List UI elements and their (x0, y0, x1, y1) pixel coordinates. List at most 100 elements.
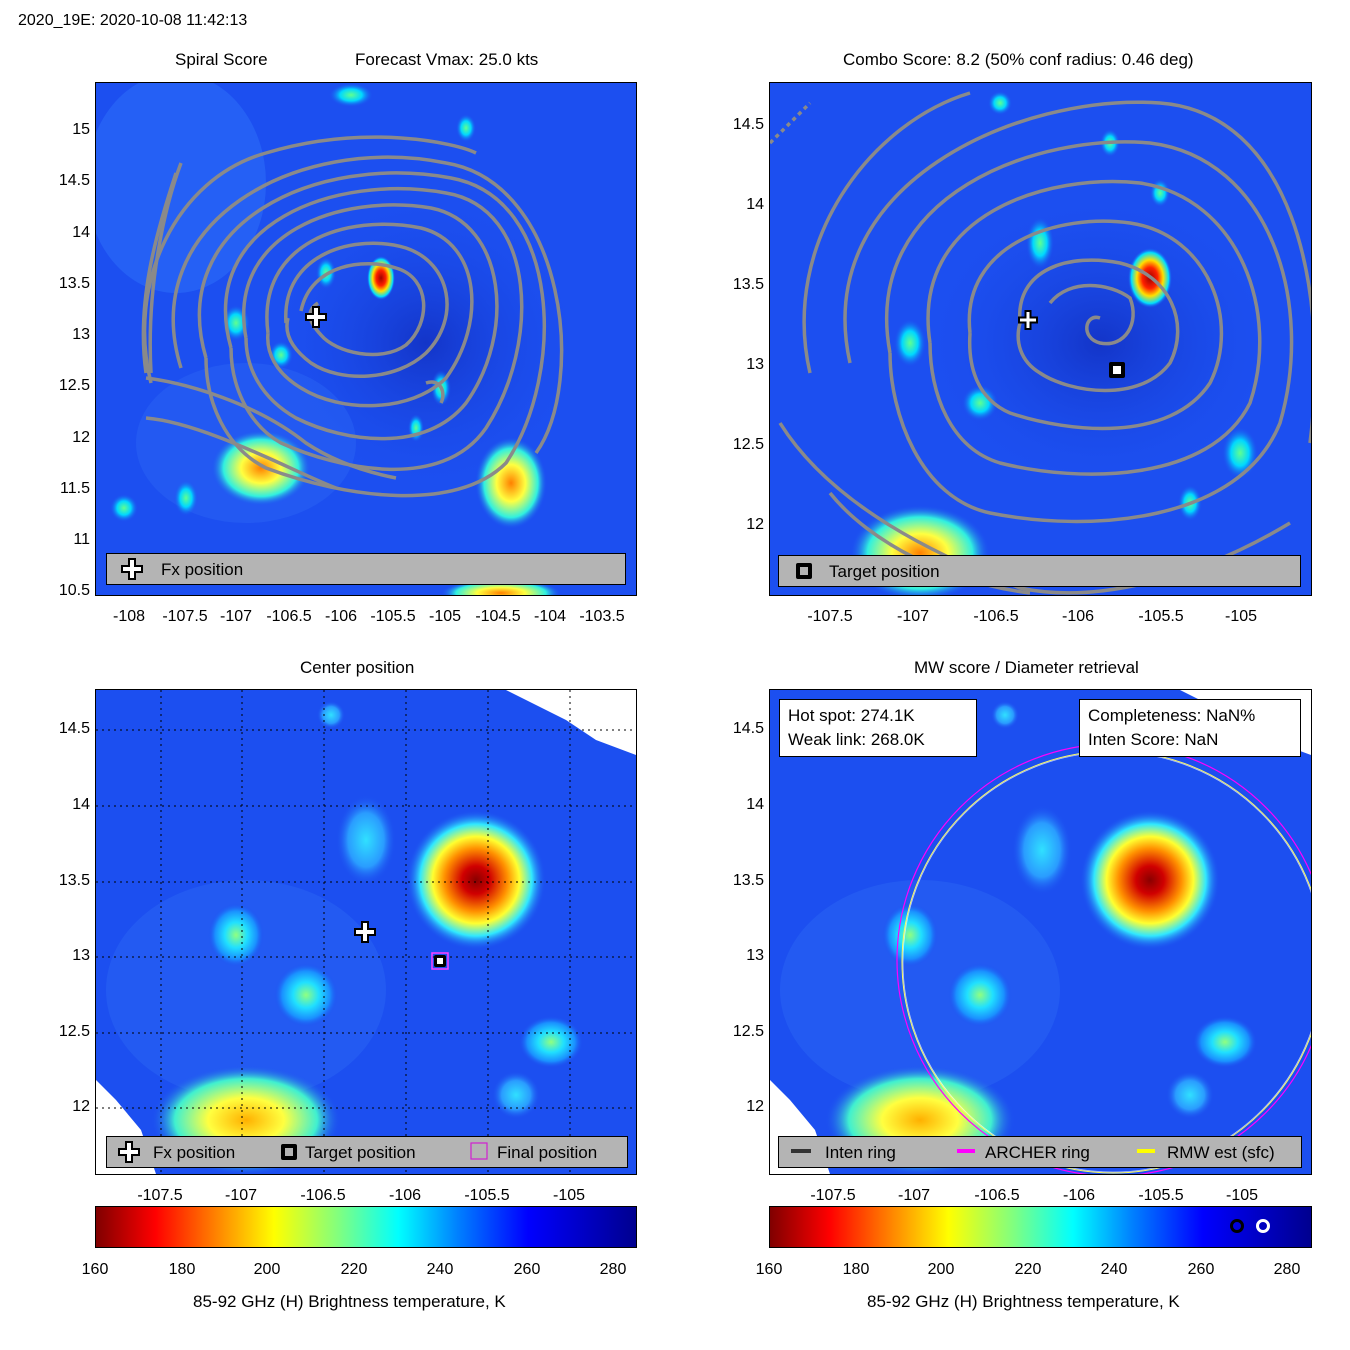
figure-header: 2020_19E: 2020-10-08 11:42:13 (18, 12, 248, 29)
y-tick: 12.5 (732, 1023, 764, 1040)
y-tick: 14.5 (732, 116, 764, 133)
mw-completeness-box: Completeness: NaN% Inten Score: NaN (1079, 699, 1301, 757)
x-tick: -106 (1062, 1187, 1096, 1204)
target-square-icon (796, 563, 812, 579)
x-tick: -106.5 (266, 608, 312, 625)
combo-field (770, 83, 1311, 595)
rmw-line-icon (1137, 1149, 1155, 1153)
y-tick: 11.5 (60, 480, 90, 497)
cb-tick: 160 (755, 1261, 783, 1278)
hot-spot-text: Hot spot: 274.1K (788, 706, 915, 725)
y-tick: 15 (72, 121, 90, 138)
x-tick: -105.5 (464, 1187, 510, 1204)
plus-icon (121, 558, 143, 580)
y-tick: 12.5 (58, 377, 90, 394)
center-field (96, 690, 636, 1174)
x-tick: -103.5 (579, 608, 625, 625)
cb-tick: 280 (1273, 1261, 1301, 1278)
center-title: Center position (300, 658, 415, 677)
y-tick: 14.5 (58, 172, 90, 189)
center-legend-final: Final position (497, 1143, 598, 1162)
y-tick: 12 (746, 1098, 764, 1115)
x-tick: -106 (324, 608, 358, 625)
colorbar-right-label: 85-92 GHz (H) Brightness temperature, K (867, 1292, 1180, 1311)
spiral-field (96, 83, 636, 595)
cb-tick: 160 (81, 1261, 109, 1278)
center-grid (96, 690, 636, 1174)
center-legend-fx: Fx position (153, 1143, 236, 1162)
y-tick: 13 (746, 947, 764, 964)
y-tick: 14 (746, 796, 764, 813)
x-tick: -105.5 (1138, 1187, 1184, 1204)
center-fx-marker (354, 921, 376, 943)
x-tick: -107.5 (807, 608, 853, 625)
x-tick: -107 (896, 608, 930, 625)
y-tick: 10.5 (58, 582, 90, 599)
x-tick: -105 (428, 608, 462, 625)
combo-target-marker (1109, 362, 1125, 378)
x-tick: -105 (1224, 608, 1258, 625)
center-target-marker (431, 952, 449, 970)
y-tick: 12.5 (58, 1023, 90, 1040)
x-tick: -107.5 (810, 1187, 856, 1204)
cb-tick: 180 (842, 1261, 870, 1278)
x-tick: -104.5 (475, 608, 521, 625)
mw-plot: Hot spot: 274.1K Weak link: 268.0K Compl… (769, 689, 1312, 1175)
combo-plot: Target position (769, 82, 1312, 596)
cb-tick: 240 (1100, 1261, 1128, 1278)
x-tick: -106 (388, 1187, 422, 1204)
cb-tick: 200 (927, 1261, 955, 1278)
y-tick: 14.5 (58, 720, 90, 737)
plus-icon (118, 1141, 140, 1163)
x-tick: -107 (897, 1187, 931, 1204)
y-tick: 13 (72, 947, 90, 964)
mw-title: MW score / Diameter retrieval (914, 658, 1139, 677)
y-tick: 12.5 (732, 436, 764, 453)
x-tick: -106.5 (300, 1187, 346, 1204)
cb-tick: 220 (1014, 1261, 1042, 1278)
cb-tick: 240 (426, 1261, 454, 1278)
spiral-plot: Fx position (95, 82, 637, 596)
mw-field (770, 690, 1311, 1174)
inten-ring-line-icon (791, 1149, 811, 1153)
y-tick: 13.5 (732, 872, 764, 889)
x-tick: -106.5 (973, 608, 1019, 625)
y-tick: 13.5 (732, 276, 764, 293)
spiral-legend-fx: Fx position (161, 560, 244, 579)
y-tick: 13.5 (58, 275, 90, 292)
center-legend-target: Target position (305, 1143, 416, 1162)
cb-tick: 260 (513, 1261, 541, 1278)
x-tick: -107.5 (162, 608, 208, 625)
combo-fx-marker (1018, 310, 1038, 330)
x-tick: -107.5 (137, 1187, 183, 1204)
combo-title: Combo Score: 8.2 (50% conf radius: 0.46 … (843, 50, 1194, 69)
cb-tick: 260 (1187, 1261, 1215, 1278)
y-tick: 12 (72, 1098, 90, 1115)
x-tick: -105 (552, 1187, 586, 1204)
archer-ring-line-icon (957, 1149, 975, 1153)
y-tick: 13 (746, 356, 764, 373)
spiral-legend: Fx position (106, 553, 626, 585)
y-tick: 14 (72, 796, 90, 813)
combo-legend: Target position (778, 555, 1301, 587)
spiral-fx-marker (305, 306, 327, 328)
spiral-contours (141, 135, 564, 498)
y-tick: 14 (746, 196, 764, 213)
y-tick: 12 (746, 516, 764, 533)
x-tick: -105.5 (370, 608, 416, 625)
combo-legend-target: Target position (829, 562, 940, 581)
mw-legend-archer: ARCHER ring (985, 1143, 1090, 1162)
x-tick: -104 (533, 608, 567, 625)
mw-legend-rmw: RMW est (sfc) (1167, 1143, 1275, 1162)
y-tick: 13 (72, 326, 90, 343)
cb-tick: 220 (340, 1261, 368, 1278)
colorbar-right (769, 1206, 1312, 1248)
y-tick: 14 (72, 224, 90, 241)
y-tick: 12 (72, 429, 90, 446)
mw-legend: Inten ring ARCHER ring RMW est (sfc) (778, 1136, 1302, 1168)
y-tick: 14.5 (732, 720, 764, 737)
cb-tick: 200 (253, 1261, 281, 1278)
mw-legend-inten: Inten ring (825, 1143, 896, 1162)
x-tick: -105.5 (1138, 608, 1184, 625)
final-square-icon (470, 1142, 488, 1160)
